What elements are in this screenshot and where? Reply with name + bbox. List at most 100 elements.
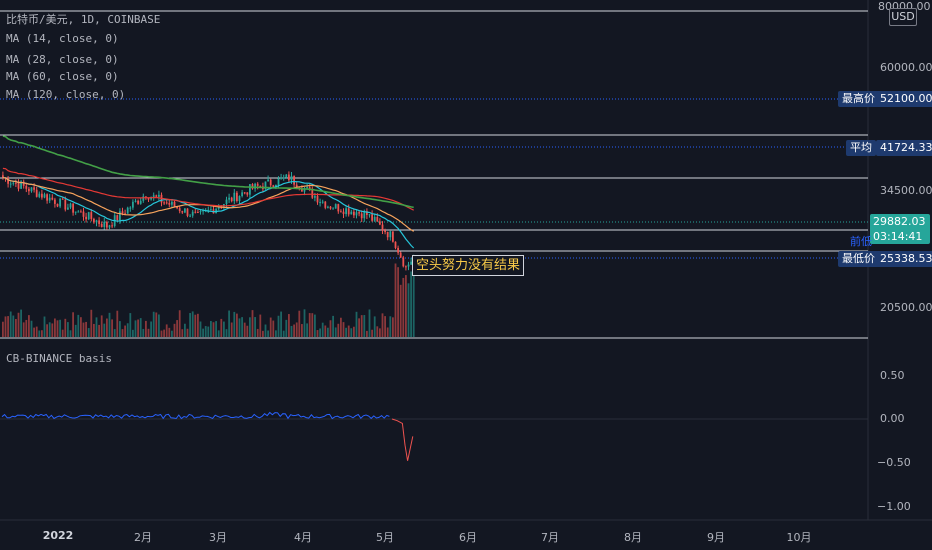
volume-bar [85, 321, 87, 337]
volume-bar [194, 314, 197, 337]
volume-bar [332, 315, 334, 337]
candle-body [38, 193, 41, 197]
volume-bar [368, 309, 371, 337]
volume-bar [327, 327, 329, 337]
volume-bar [389, 316, 392, 337]
candle-body [77, 211, 80, 213]
candle-body [129, 207, 132, 209]
candle-body [230, 197, 233, 202]
symbol-legend[interactable]: 比特币/美元, 1D, COINBASE [6, 13, 161, 26]
volume-bar [269, 317, 272, 337]
volume-bar [228, 310, 230, 337]
candle-body [137, 200, 139, 204]
volume-bar [132, 329, 134, 337]
volume-bar [4, 316, 7, 337]
candle-body [197, 211, 199, 213]
volume-bar [178, 310, 181, 337]
volume-bar [280, 311, 282, 337]
volume-bar [410, 271, 412, 337]
time-label-year: 2022 [42, 529, 74, 542]
volume-bar [379, 328, 381, 337]
candle-body [15, 182, 17, 184]
candle-body [103, 221, 106, 227]
candle-body [306, 187, 308, 189]
candle-body [119, 211, 121, 221]
basis-tick: 0.00 [880, 412, 905, 425]
candle-body [392, 231, 394, 242]
volume-bar [176, 320, 178, 337]
candle-body [33, 187, 35, 190]
candle-body [69, 203, 72, 208]
candle-body [147, 197, 150, 200]
time-label: 10月 [786, 531, 812, 544]
candle-body [191, 211, 194, 216]
candle-body [46, 194, 48, 201]
ma120-legend[interactable]: MA (120, close, 0) [6, 88, 126, 101]
volume-bars [2, 263, 415, 337]
candle-body [290, 176, 293, 181]
basis-tick: −0.50 [877, 456, 911, 469]
candle-body [199, 211, 202, 213]
ma-line-14 [2, 177, 415, 249]
candle-body [186, 208, 189, 216]
volume-bar [264, 324, 267, 337]
volume-bar [345, 327, 347, 337]
volume-bar [298, 310, 301, 337]
candle-body [301, 189, 303, 192]
volume-bar [184, 323, 186, 337]
volume-bar [384, 316, 386, 337]
volume-bar [262, 330, 264, 337]
volume-bar [314, 314, 316, 337]
volume-bar [160, 330, 163, 337]
volume-bar [295, 322, 298, 337]
candle-body [181, 211, 184, 213]
volume-bar [347, 325, 350, 337]
time-label: 4月 [294, 531, 312, 544]
time-label: 3月 [209, 531, 227, 544]
time-label: 7月 [541, 531, 559, 544]
candle-body [389, 231, 392, 238]
volume-bar [358, 318, 360, 337]
candle-body [363, 211, 366, 219]
basis-line [1, 411, 414, 461]
volume-bar [392, 317, 394, 337]
candle-body [386, 232, 389, 238]
volume-bar [56, 320, 59, 337]
candle-body [2, 175, 4, 178]
annotation-callout[interactable]: 空头努力没有结果 [412, 255, 525, 276]
ma28-legend[interactable]: MA (28, close, 0) [6, 53, 119, 66]
candle-body [275, 184, 277, 187]
volume-bar [61, 329, 64, 337]
candle-body [280, 177, 282, 179]
volume-bar [158, 314, 160, 337]
candle-body [80, 211, 82, 213]
volume-bar [113, 329, 116, 337]
volume-bar [189, 313, 191, 337]
volume-bar [43, 316, 46, 337]
candle-body [126, 207, 129, 214]
volume-bar [165, 324, 168, 337]
candle-body [303, 188, 306, 192]
volume-bar [106, 318, 108, 337]
volume-bar [340, 317, 342, 337]
candle-body [98, 220, 100, 224]
time-label: 8月 [624, 531, 642, 544]
candle-body [311, 188, 314, 198]
volume-bar [46, 324, 48, 337]
candle-body [116, 215, 119, 221]
volume-bar [301, 324, 303, 337]
volume-bar [337, 323, 340, 337]
candle-body [376, 217, 379, 222]
candle-body [319, 201, 321, 203]
ma14-legend[interactable]: MA (14, close, 0) [6, 32, 119, 45]
basis-legend[interactable]: CB-BINANCE basis [6, 352, 112, 365]
low-label: 最低价 [838, 251, 879, 267]
candle-body [217, 207, 220, 209]
ma60-legend[interactable]: MA (60, close, 0) [6, 70, 119, 83]
currency-button[interactable]: USD [889, 8, 917, 26]
candle-body [340, 211, 342, 213]
volume-bar [2, 321, 4, 337]
volume-bar [155, 312, 158, 337]
candle-body [85, 216, 87, 220]
